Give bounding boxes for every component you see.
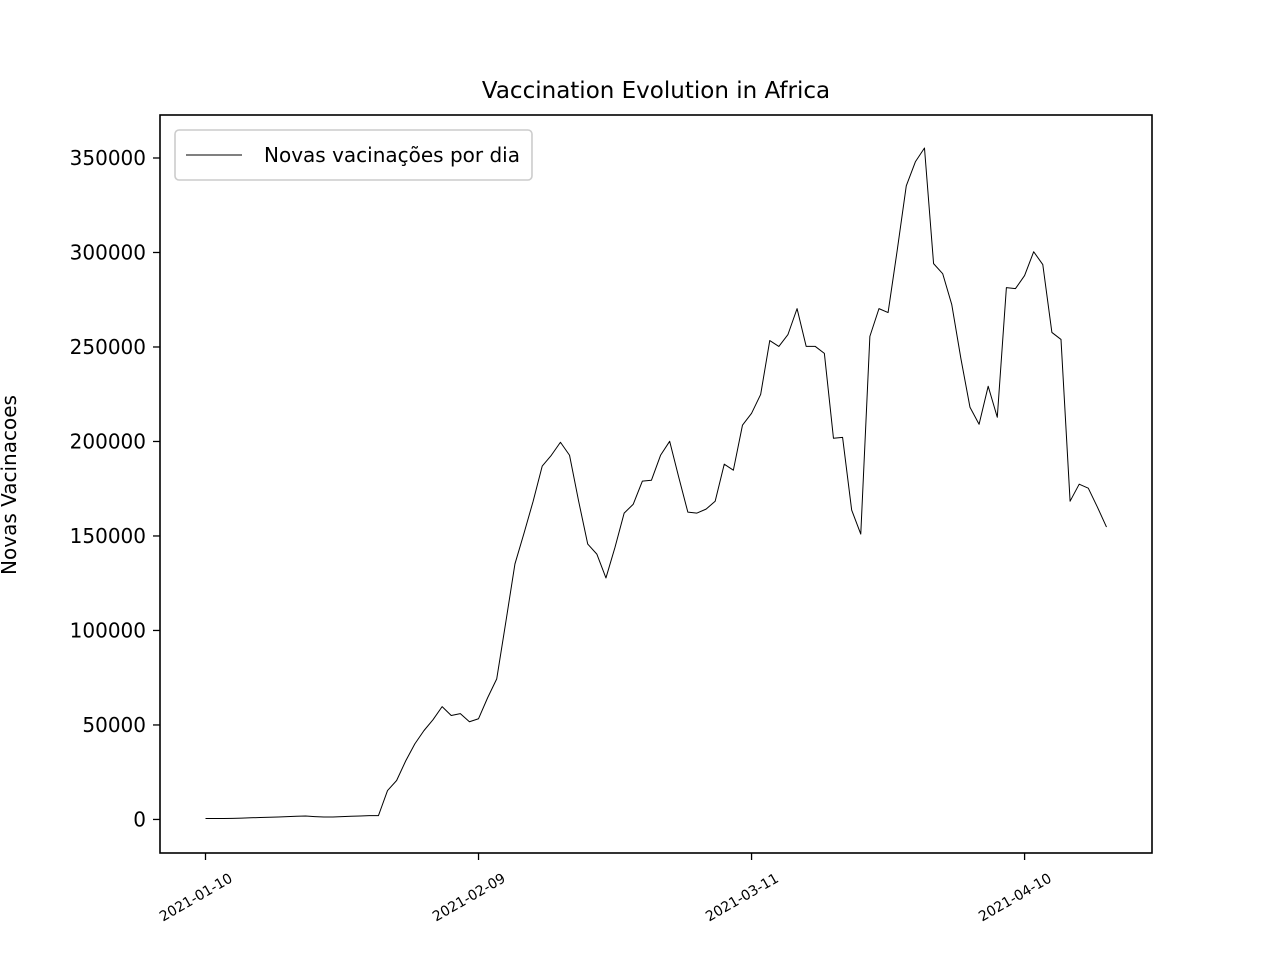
legend-box (174, 129, 533, 181)
y-tick-label: 50000 (82, 713, 146, 737)
legend-label: Novas vacinações por dia (264, 143, 520, 167)
y-tick-label: 100000 (70, 618, 146, 642)
x-tick-label: 2021-03-11 (703, 871, 781, 926)
x-tick-label: 2021-04-10 (976, 871, 1054, 926)
y-axis-label: Novas Vacinacoes (0, 395, 21, 575)
x-tick-label: 2021-01-10 (157, 871, 235, 926)
plot-frame (159, 114, 1153, 854)
y-tick-label: 0 (133, 807, 146, 831)
y-tick-label: 200000 (70, 429, 146, 453)
y-tick-label: 250000 (70, 335, 146, 359)
chart-title: Vaccination Evolution in Africa (482, 78, 830, 104)
x-tick-label: 2021-02-09 (430, 871, 508, 926)
data-line (205, 147, 1107, 820)
y-tick-label: 300000 (70, 240, 146, 264)
y-tick-label: 350000 (70, 146, 146, 170)
y-tick-label: 150000 (70, 524, 146, 548)
legend: Novas vacinações por dia (174, 129, 533, 181)
